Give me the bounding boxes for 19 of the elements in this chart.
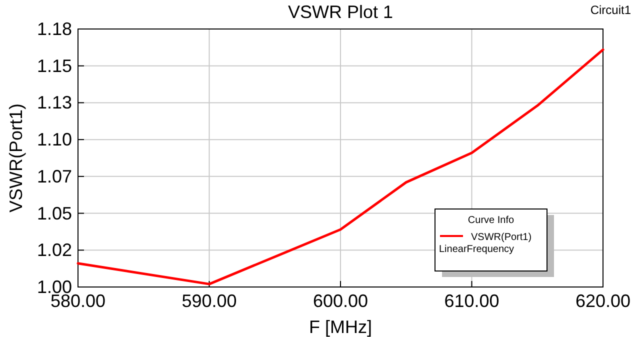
y-axis-title: VSWR(Port1) xyxy=(6,103,26,213)
y-tick-label: 1.10 xyxy=(36,130,72,150)
legend-title: Curve Info xyxy=(468,215,514,226)
chart-title: VSWR Plot 1 xyxy=(288,2,394,22)
legend-label: VSWR(Port1) xyxy=(471,232,532,243)
x-tick-label: 590.00 xyxy=(182,291,237,311)
annotation: LinearFrequency xyxy=(439,244,514,255)
y-tick-label: 1.18 xyxy=(36,19,72,39)
x-tick-label: 620.00 xyxy=(575,291,631,311)
y-tick-label: 1.05 xyxy=(36,203,72,224)
text: Circuit1 xyxy=(590,3,632,17)
y-tick-label: 1.02 xyxy=(36,240,72,260)
y-tick-label: 1.15 xyxy=(36,56,72,76)
x-tick-label: 610.00 xyxy=(444,291,500,311)
x-axis-title: F [MHz] xyxy=(309,317,372,337)
y-tick-label: 1.13 xyxy=(36,92,72,113)
y-tick-label: 1.07 xyxy=(36,166,72,186)
x-tick-label: 600.00 xyxy=(312,291,368,311)
line-series xyxy=(76,48,604,286)
